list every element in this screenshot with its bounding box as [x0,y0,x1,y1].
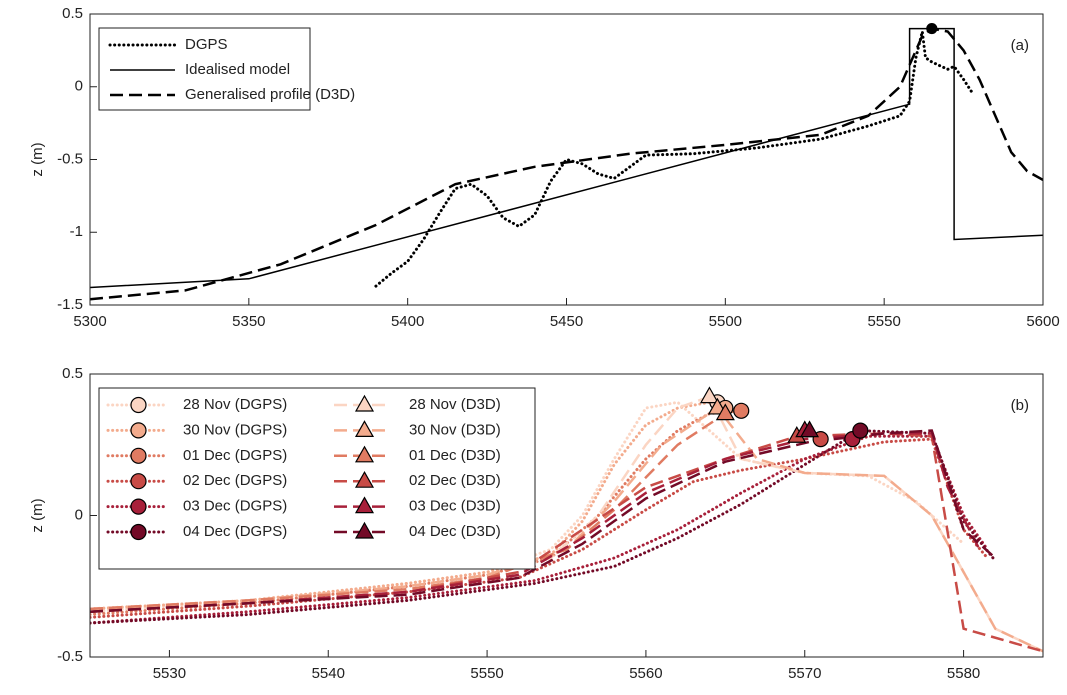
x-tick-label: 5600 [1026,313,1059,330]
legend-label: 03 Dec (DGPS) [183,498,287,515]
x-tick-label: 5550 [470,665,503,682]
y-tick-label: -0.5 [57,648,83,665]
triangle-marker [354,470,375,488]
legend-label: Idealised model [185,61,290,78]
legend-label: 30 Nov (DGPS) [183,421,287,438]
y-tick-label: 0.5 [62,5,83,22]
series-group [90,27,1043,301]
series-line [90,429,997,613]
plot-frame [89,373,1044,658]
y-tick-label: -1 [70,223,83,240]
legend-label: 28 Nov (D3D) [409,396,501,413]
x-tick-label: 5530 [153,665,186,682]
series-line [374,31,975,288]
circle-marker [852,422,869,439]
circle-marker [130,498,147,515]
circle-marker [733,402,750,419]
y-tick-label: -1.5 [57,296,83,313]
triangle-marker [699,386,719,404]
circle-marker [130,523,147,541]
y-tick-label: 0.5 [62,365,83,382]
triangle-marker [715,403,735,421]
panel-annotation: (a) [1011,37,1029,54]
legend-label: DGPS [185,36,228,53]
legend-label: 02 Dec (DGPS) [183,472,287,489]
legend-label: 01 Dec (D3D) [409,447,501,464]
triangle-marker [354,394,375,412]
circle-marker [130,473,147,490]
series-line [90,400,743,611]
x-tick-label: 5540 [312,665,345,682]
x-tick-label: 5300 [73,313,106,330]
x-tick-label: 5450 [550,313,583,330]
legend-label: 04 Dec (DGPS) [183,523,287,540]
legend-label: 03 Dec (D3D) [409,498,501,515]
y-tick-label: 0 [75,78,83,95]
legend-label: Generalised profile (D3D) [185,86,355,103]
y-axis-label: z (m) [29,498,46,532]
series-group [90,395,1043,653]
legend-label: 30 Nov (D3D) [409,421,501,438]
y-tick-label: 0 [75,506,83,523]
circle-marker [130,396,147,414]
x-tick-label: 5570 [788,665,821,682]
legend-label: 01 Dec (DGPS) [183,447,287,464]
legend-box [98,387,536,570]
y-tick-label: -0.5 [57,150,83,167]
series-line [90,27,1043,289]
x-tick-label: 5350 [232,313,265,330]
circle-marker [130,422,147,439]
series-line [90,27,1043,301]
x-tick-label: 5550 [867,313,900,330]
triangle-marker [799,420,820,438]
legend-label: 04 Dec (D3D) [409,523,501,540]
panel-annotation: (b) [1011,397,1029,414]
x-tick-label: 5500 [709,313,742,330]
circle-marker [926,22,938,35]
triangle-marker [354,420,375,437]
circle-marker [130,447,147,464]
y-axis-label: z (m) [29,142,46,176]
legend-label: 02 Dec (D3D) [409,472,501,489]
triangle-marker [354,445,375,463]
legend-label: 28 Nov (DGPS) [183,396,287,413]
series-line [90,432,981,613]
triangle-marker [354,496,375,514]
series-line [90,434,989,625]
legend-box [98,27,311,111]
x-tick-label: 5560 [629,665,662,682]
plot-frame [89,13,1044,306]
x-tick-label: 5580 [947,665,980,682]
x-tick-label: 5400 [391,313,424,330]
triangle-marker [354,521,375,539]
